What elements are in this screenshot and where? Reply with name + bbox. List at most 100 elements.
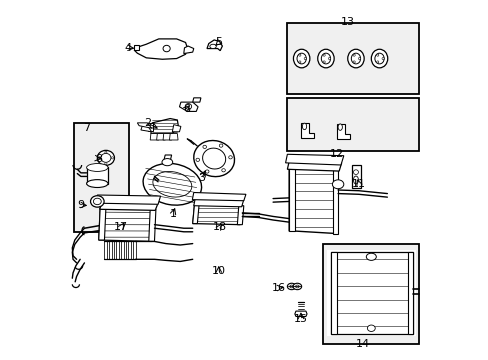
Polygon shape [407,252,412,334]
Polygon shape [193,199,244,207]
Polygon shape [326,249,415,337]
Polygon shape [285,154,343,165]
Ellipse shape [162,158,172,166]
Text: 1: 1 [169,209,176,219]
Bar [286,23,418,94]
Text: 2: 2 [143,118,151,128]
Text: 9: 9 [77,200,84,210]
Text: 6: 6 [183,104,190,113]
Ellipse shape [86,180,108,188]
Ellipse shape [111,157,113,159]
Ellipse shape [353,170,358,175]
Polygon shape [151,118,178,134]
Ellipse shape [143,163,201,205]
Polygon shape [163,134,171,140]
Ellipse shape [104,162,107,165]
Ellipse shape [358,58,360,60]
Polygon shape [237,206,244,225]
Ellipse shape [203,145,206,148]
Ellipse shape [304,58,305,60]
Polygon shape [134,45,139,50]
Polygon shape [150,134,159,140]
Polygon shape [330,252,412,334]
Ellipse shape [321,53,330,64]
Ellipse shape [332,180,343,189]
Ellipse shape [153,171,191,197]
Polygon shape [148,123,153,131]
Text: 7: 7 [83,123,90,133]
Polygon shape [330,252,336,334]
Text: 8: 8 [95,154,102,163]
Ellipse shape [370,49,387,68]
Ellipse shape [381,58,384,60]
Text: 15: 15 [293,314,307,324]
Polygon shape [141,125,151,132]
Ellipse shape [228,156,232,159]
Polygon shape [148,209,156,242]
Polygon shape [336,123,349,139]
Polygon shape [192,204,199,224]
Text: 4: 4 [124,43,132,53]
Polygon shape [179,102,198,111]
Ellipse shape [328,58,330,60]
Bar [323,244,418,344]
Polygon shape [134,39,187,59]
Ellipse shape [193,140,234,177]
Ellipse shape [219,144,223,147]
Ellipse shape [289,285,293,288]
Ellipse shape [205,170,208,173]
Polygon shape [288,167,294,231]
Ellipse shape [97,150,114,165]
Ellipse shape [101,153,111,162]
Ellipse shape [202,148,225,169]
Polygon shape [99,208,154,242]
Ellipse shape [93,198,101,204]
Ellipse shape [293,49,309,68]
Polygon shape [97,195,160,204]
Ellipse shape [366,253,376,260]
Polygon shape [99,208,106,240]
Polygon shape [137,123,151,128]
Polygon shape [183,46,193,54]
Polygon shape [169,134,178,140]
Ellipse shape [317,49,333,68]
Polygon shape [351,165,360,188]
Text: 12: 12 [329,149,344,159]
Polygon shape [288,167,337,234]
Polygon shape [156,134,165,140]
Ellipse shape [323,54,325,56]
Polygon shape [332,170,337,234]
Polygon shape [192,204,242,225]
Text: 10: 10 [211,266,225,276]
Text: 14: 14 [355,339,369,348]
Ellipse shape [98,157,101,159]
Text: 16: 16 [271,283,285,293]
Polygon shape [172,125,181,132]
Ellipse shape [302,123,306,130]
Bar [286,98,418,152]
Ellipse shape [374,53,384,64]
Polygon shape [300,123,313,138]
Polygon shape [86,167,108,184]
Bar [74,123,129,232]
Ellipse shape [366,325,374,332]
Ellipse shape [376,54,378,56]
Ellipse shape [209,44,216,49]
Ellipse shape [196,158,199,161]
Ellipse shape [352,61,354,63]
Ellipse shape [86,163,108,171]
Ellipse shape [163,45,170,52]
Ellipse shape [352,54,354,56]
Polygon shape [100,202,158,210]
Ellipse shape [90,196,104,207]
Text: 13: 13 [341,17,354,27]
Ellipse shape [222,169,225,172]
Ellipse shape [350,53,360,64]
Ellipse shape [295,285,299,288]
Ellipse shape [337,124,342,130]
Ellipse shape [292,283,301,290]
Polygon shape [294,311,306,316]
Polygon shape [192,98,201,102]
Ellipse shape [296,53,305,64]
Polygon shape [206,40,222,51]
